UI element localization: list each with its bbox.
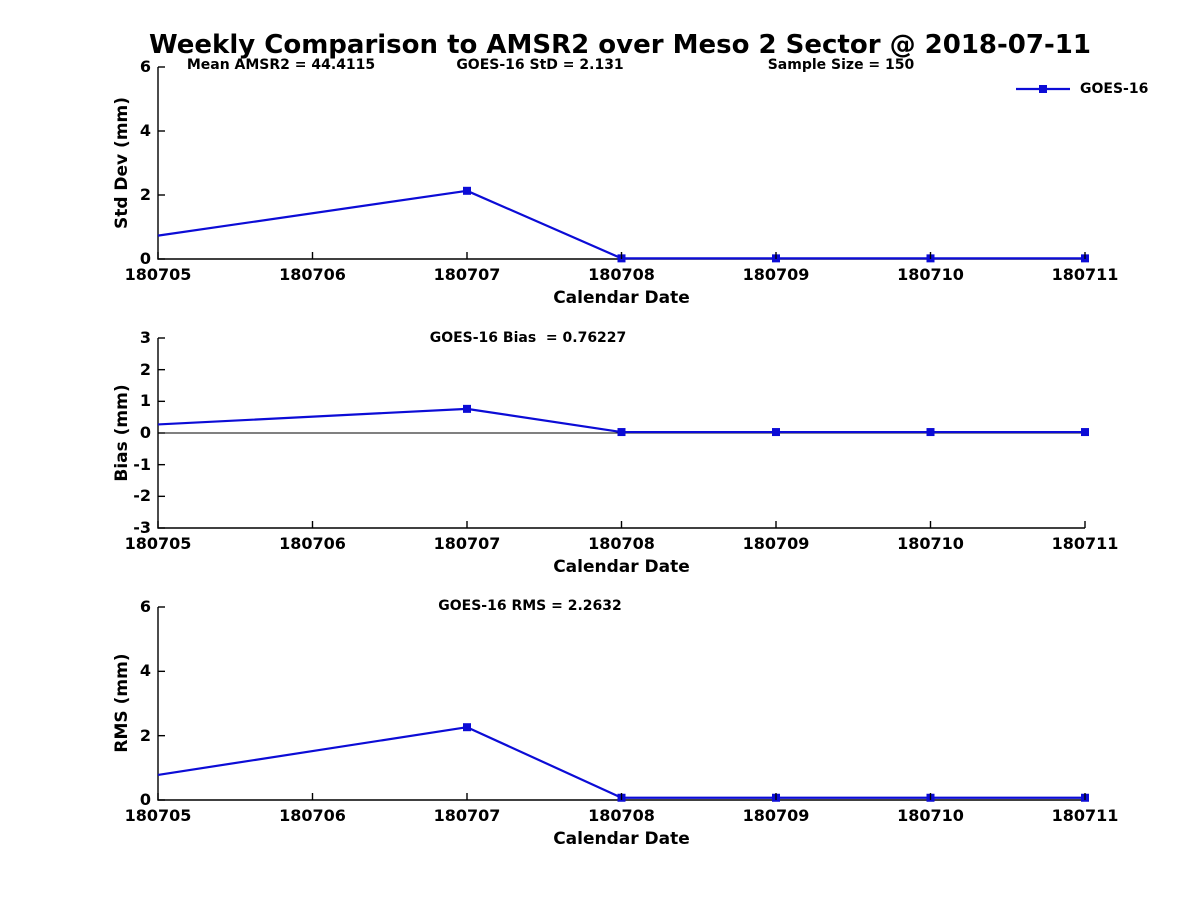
axis-spines xyxy=(157,607,1085,801)
legend-glyph xyxy=(1016,85,1070,93)
y-tick-label: 0 xyxy=(139,249,151,268)
data-marker xyxy=(772,428,780,437)
annotation-sample-size: Sample Size = 150 xyxy=(767,57,915,73)
y-tick-label: -1 xyxy=(133,454,151,474)
annotation-mean-amsr2: Mean AMSR2 = 44.4115 xyxy=(186,57,376,73)
annotation-goes16-rms: GOES-16 RMS = 2.2632 xyxy=(438,598,622,614)
x-tick-label: 180710 xyxy=(897,265,964,284)
x-tick-label: 180707 xyxy=(433,806,501,825)
y-tick-label: 2 xyxy=(139,185,151,204)
x-tick-label: 180710 xyxy=(897,806,964,825)
x-tick-label: 180709 xyxy=(742,534,810,553)
x-tick-label: 180706 xyxy=(279,534,346,553)
x-tick-label: 180707 xyxy=(433,265,501,284)
data-marker xyxy=(926,428,935,437)
x-tick-label: 180707 xyxy=(433,534,501,553)
series-line-goes-16 xyxy=(157,189,1085,260)
y-tick-label: 4 xyxy=(139,121,151,140)
x-tick-label: 180705 xyxy=(124,265,192,284)
x-tick-label: 180705 xyxy=(124,534,192,553)
y-tick-label: 1 xyxy=(139,391,151,411)
x-tick-label: 180706 xyxy=(279,265,346,284)
legend-label-goes16: GOES-16 xyxy=(1080,81,1149,97)
data-marker xyxy=(463,723,471,732)
x-tick-label: 180710 xyxy=(897,534,964,553)
x-axis-label: Calendar Date xyxy=(553,829,690,849)
y-tick-label: 2 xyxy=(139,359,151,379)
y-tick-label: 6 xyxy=(139,597,151,616)
y-tick-label: 3 xyxy=(139,328,151,347)
y-tick-label: 0 xyxy=(139,423,151,442)
y-axis-label-std-dev: Std Dev (mm) xyxy=(112,96,132,230)
x-tick-label: 180706 xyxy=(279,806,346,825)
annotation-goes16-std: GOES-16 StD = 2.131 xyxy=(456,57,624,73)
data-marker xyxy=(463,404,471,413)
x-axis-label: Calendar Date xyxy=(553,557,690,577)
x-tick-label: 180709 xyxy=(742,265,810,284)
x-tick-label: 180711 xyxy=(1051,806,1119,825)
page-title: Weekly Comparison to AMSR2 over Meso 2 S… xyxy=(149,30,1091,60)
series-line-goes-16 xyxy=(157,726,1085,799)
axis-spines xyxy=(157,67,1085,260)
x-tick-label: 180711 xyxy=(1051,534,1119,553)
panel-std-dev xyxy=(157,66,1089,263)
panel-rms xyxy=(157,606,1089,802)
y-tick-label: -3 xyxy=(133,518,151,537)
series-line-goes-16 xyxy=(157,407,1085,434)
data-marker xyxy=(617,428,626,437)
annotation-goes16-bias: GOES-16 Bias = 0.76227 xyxy=(429,330,627,346)
y-tick-label: 6 xyxy=(139,57,151,76)
x-tick-label: 180711 xyxy=(1051,265,1119,284)
y-tick-label: -2 xyxy=(133,486,151,506)
x-tick-label: 180709 xyxy=(742,806,810,825)
x-tick-label: 180708 xyxy=(588,534,655,553)
data-marker xyxy=(1081,428,1089,437)
y-tick-label: 4 xyxy=(139,661,151,681)
y-tick-label: 0 xyxy=(139,790,151,809)
y-tick-label: 2 xyxy=(139,725,151,745)
x-tick-label: 180708 xyxy=(588,265,655,284)
x-tick-label: 180705 xyxy=(124,806,192,825)
data-marker xyxy=(463,186,471,195)
x-tick-label: 180708 xyxy=(588,806,655,825)
x-axis-label: Calendar Date xyxy=(553,288,690,308)
panel-bias xyxy=(157,337,1089,529)
legend-marker xyxy=(1039,85,1047,93)
